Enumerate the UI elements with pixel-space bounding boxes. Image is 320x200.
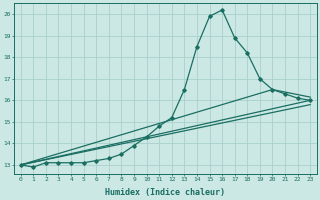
- X-axis label: Humidex (Indice chaleur): Humidex (Indice chaleur): [106, 188, 226, 197]
